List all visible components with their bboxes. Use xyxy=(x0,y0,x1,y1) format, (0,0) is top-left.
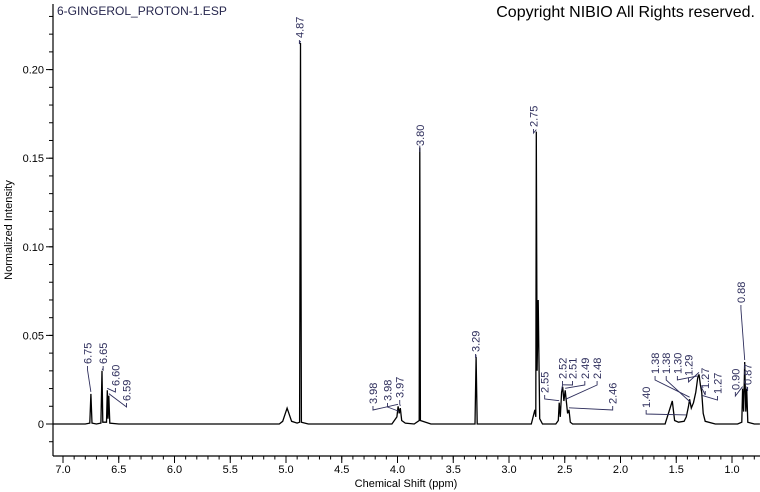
peak-label: 1.30 xyxy=(672,353,684,374)
svg-text:2.0: 2.0 xyxy=(613,464,628,476)
peak-label: 0.87 xyxy=(743,364,755,385)
peak-label: 6.65 xyxy=(98,343,110,364)
x-axis-title: Chemical Shift (ppm) xyxy=(355,478,458,490)
peak-label: 3.97 xyxy=(395,377,407,398)
peak-label-connectors xyxy=(87,40,749,416)
svg-text:4.5: 4.5 xyxy=(334,464,349,476)
peak-labels: 6.75 6.656.606.594.873.98 3.98 3.973.803.29… xyxy=(83,17,755,408)
peak-label: 1.27 xyxy=(700,368,712,389)
peak-label: 6.59 xyxy=(122,380,134,401)
x-axis-ticks: 7.0 6.5 6.0 5.5 5.0 4.5 4.0 3.5 3.0 2.5 2.0 1.5 1.0 xyxy=(55,456,755,476)
peak-label: 1.38 xyxy=(661,353,673,374)
peak-label: 3.98 xyxy=(368,383,380,404)
svg-text:6.5: 6.5 xyxy=(111,464,126,476)
peak-label: 1.40 xyxy=(641,387,653,408)
svg-text:4.0: 4.0 xyxy=(390,464,405,476)
peak-label: 2.51 xyxy=(568,358,580,379)
svg-text:3.0: 3.0 xyxy=(501,464,516,476)
peak-label: 4.87 xyxy=(294,17,306,38)
svg-text:0.20: 0.20 xyxy=(23,65,44,77)
svg-text:0.10: 0.10 xyxy=(23,242,44,254)
svg-text:0.15: 0.15 xyxy=(23,153,44,165)
peak-label: 2.55 xyxy=(540,372,552,393)
peak-label: 2.49 xyxy=(580,358,592,379)
copyright-text: Copyright NIBIO All Rights reserved. xyxy=(496,4,755,21)
peak-label: 3.29 xyxy=(471,331,483,352)
svg-text:0: 0 xyxy=(38,419,44,431)
svg-text:5.0: 5.0 xyxy=(278,464,293,476)
y-axis-title: Normalized Intensity xyxy=(3,180,15,280)
y-axis-ticks: 0 0.05 0.10 0.15 0.20 xyxy=(23,15,53,443)
svg-text:6.0: 6.0 xyxy=(167,464,182,476)
axis-lines xyxy=(52,4,760,457)
peak-label: 3.98 xyxy=(382,380,394,401)
svg-text:2.5: 2.5 xyxy=(557,464,572,476)
peak-label: 3.80 xyxy=(415,125,427,146)
svg-text:3.5: 3.5 xyxy=(446,464,461,476)
svg-text:0.05: 0.05 xyxy=(23,330,44,342)
peak-label: 2.46 xyxy=(608,383,620,404)
peak-label: 6.75 xyxy=(83,343,95,364)
peak-label: 0.90 xyxy=(730,369,742,390)
svg-text:5.5: 5.5 xyxy=(223,464,238,476)
svg-text:1.5: 1.5 xyxy=(669,464,684,476)
spectrum-file-title: 6-GINGEROL_PROTON-1.ESP xyxy=(57,4,227,18)
peak-label: 2.52 xyxy=(558,358,570,379)
peak-label: 1.29 xyxy=(684,355,696,376)
svg-text:7.0: 7.0 xyxy=(55,464,70,476)
peak-label: 1.38 xyxy=(650,353,662,374)
peak-label: 6.60 xyxy=(110,365,122,386)
peak-label: 0.88 xyxy=(736,282,748,303)
spectrum-trace xyxy=(53,42,760,425)
peak-label: 1.27 xyxy=(713,373,725,394)
peak-label: 2.75 xyxy=(529,106,541,127)
peak-label: 2.48 xyxy=(592,358,604,379)
svg-text:1.0: 1.0 xyxy=(724,464,739,476)
